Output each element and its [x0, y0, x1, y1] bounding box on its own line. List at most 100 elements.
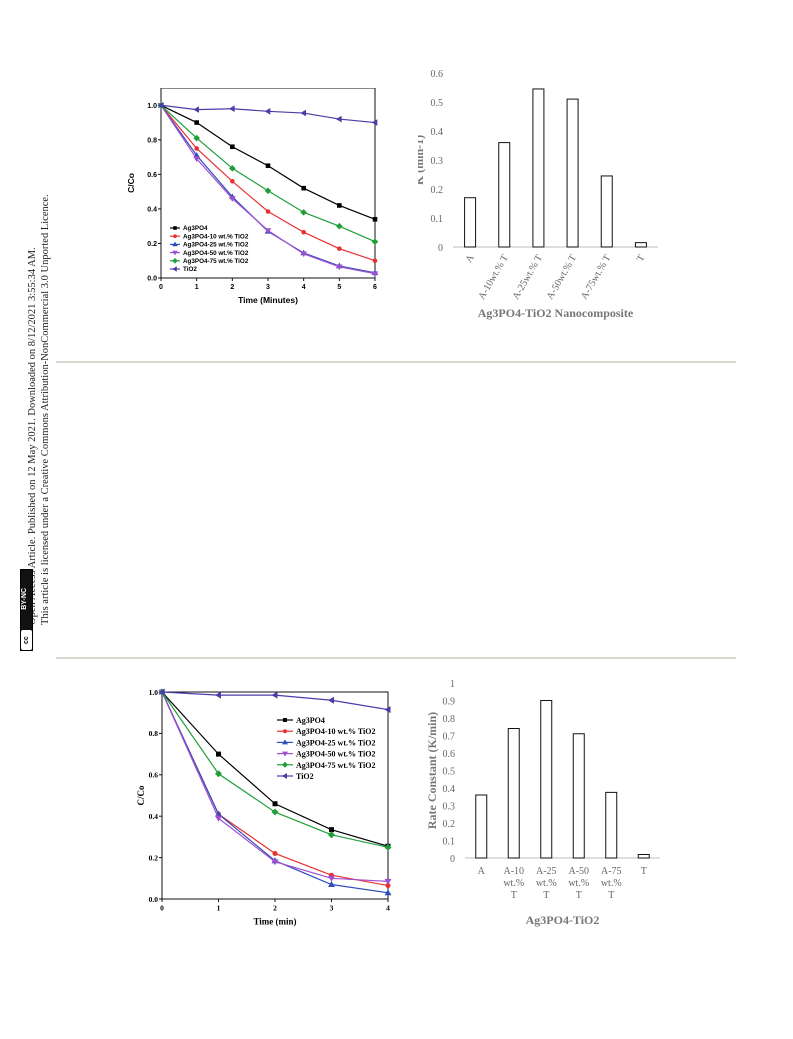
- x-tick-label: T: [641, 866, 647, 877]
- y-tick-label: 0.5: [443, 767, 456, 778]
- legend-marker: [282, 761, 288, 768]
- y-axis-label: K (min-1): [418, 135, 426, 185]
- data-point: [328, 875, 335, 882]
- cc-icon: cc: [21, 630, 32, 650]
- y-tick-label: 1: [450, 679, 455, 690]
- data-point: [194, 120, 199, 125]
- data-point: [300, 109, 306, 117]
- bar: [532, 88, 545, 248]
- data-point: [384, 889, 392, 896]
- legend-marker: [173, 226, 177, 230]
- y-tick-label: 0.4: [147, 206, 157, 213]
- x-tick-label: T: [608, 890, 614, 901]
- license-sidebar: Open Access Article. Published on 12 May…: [0, 0, 56, 1039]
- bar: [572, 733, 585, 859]
- legend-label: Ag3PO4-25 wt.% TiO2: [183, 242, 249, 249]
- x-tick-label: 0: [160, 904, 164, 913]
- y-tick-label: 0.8: [147, 137, 157, 144]
- bar: [605, 791, 618, 859]
- x-tick-label: 3: [266, 284, 270, 291]
- x-axis-label: Ag3PO4-TiO2 Nanocomposite: [478, 306, 634, 320]
- y-tick-label: 0: [438, 243, 443, 254]
- legend-label: Ag3PO4-50 wt.% TiO2: [183, 250, 249, 257]
- series-line: [160, 104, 376, 220]
- license-text: Open Access Article. Published on 12 May…: [26, 194, 52, 625]
- y-tick-label: 0.0: [147, 276, 157, 283]
- data-point: [264, 108, 271, 115]
- y-tick-label: 0.1: [431, 214, 444, 225]
- bar: [507, 728, 520, 859]
- legend-label: TiO2: [183, 266, 197, 273]
- x-tick-label: wt.%: [503, 878, 524, 889]
- data-point: [265, 209, 271, 214]
- y-axis-label: C/Co: [136, 785, 146, 805]
- data-point: [272, 801, 278, 807]
- bar: [600, 175, 613, 248]
- data-point: [229, 196, 236, 202]
- data-point: [265, 163, 271, 169]
- plot-frame: [161, 691, 389, 900]
- x-tick-label: A-50wt.% T: [545, 253, 579, 302]
- data-point: [384, 706, 391, 714]
- y-tick-label: 0.2: [443, 819, 456, 830]
- bar: [634, 242, 647, 248]
- data-point: [336, 264, 343, 271]
- y-tick-label: 0.0: [149, 895, 159, 904]
- x-tick-label: A: [464, 252, 478, 264]
- y-tick-label: 0.1: [443, 837, 456, 848]
- page-divider-bottom: [56, 657, 736, 659]
- y-tick-label: 0.5: [431, 98, 444, 109]
- y-tick-label: 1.0: [147, 103, 157, 110]
- legend-marker: [282, 739, 288, 745]
- x-tick-label: A-75wt.% T: [579, 253, 613, 302]
- x-tick-label: A-10: [503, 866, 524, 877]
- data-point: [300, 209, 307, 216]
- legend-marker: [283, 718, 287, 722]
- bar: [498, 142, 511, 248]
- x-tick-label: 4: [386, 904, 390, 913]
- y-tick-label: 0.3: [443, 802, 456, 813]
- y-tick-label: 0.2: [147, 241, 157, 248]
- data-point: [271, 859, 279, 866]
- x-tick-label: T: [511, 890, 517, 901]
- y-tick-label: 0.3: [431, 156, 444, 167]
- bar: [540, 700, 553, 859]
- data-point: [328, 831, 335, 839]
- legend-label: Ag3PO4: [296, 716, 325, 725]
- x-tick-label: wt.%: [601, 878, 622, 889]
- y-axis-label: Rate Constant (K/min): [425, 712, 439, 829]
- bar: [464, 197, 477, 248]
- data-point: [372, 216, 378, 222]
- legend-marker: [172, 241, 178, 247]
- y-tick-label: 1.0: [149, 688, 159, 697]
- legend-label: Ag3PO4-10 wt.% TiO2: [183, 233, 249, 240]
- badge-text: BY-NC: [21, 588, 28, 610]
- x-tick-label: 0: [159, 284, 163, 291]
- data-point: [271, 691, 278, 699]
- data-point: [337, 203, 342, 208]
- data-point: [336, 115, 342, 123]
- x-tick-label: 3: [330, 904, 334, 913]
- x-tick-label: A-25: [536, 866, 557, 877]
- legend-marker: [172, 258, 178, 264]
- data-point: [372, 258, 378, 264]
- x-tick-label: 5: [337, 284, 341, 291]
- x-tick-label: 4: [302, 284, 306, 291]
- data-point: [337, 246, 342, 251]
- x-tick-label: A: [478, 866, 486, 877]
- data-point: [272, 850, 278, 856]
- y-tick-label: 0.6: [149, 771, 159, 780]
- cc-by-nc-badge[interactable]: BY-NC cc: [20, 569, 33, 651]
- legend-marker: [172, 266, 177, 272]
- data-point: [158, 688, 165, 696]
- series-line: [160, 104, 376, 243]
- x-axis-label: Time (Minutes): [238, 295, 298, 305]
- x-axis-label: Time (min): [253, 917, 296, 927]
- license-notice[interactable]: This article is licensed under a Creativ…: [40, 194, 51, 625]
- y-tick-label: 0.7: [443, 732, 456, 743]
- y-tick-label: 0.4: [443, 784, 456, 795]
- legend-label: Ag3PO4-25 wt.% TiO2: [296, 738, 375, 747]
- data-point: [215, 691, 221, 699]
- y-tick-label: 0.6: [443, 749, 456, 760]
- legend-label: TiO2: [296, 772, 314, 781]
